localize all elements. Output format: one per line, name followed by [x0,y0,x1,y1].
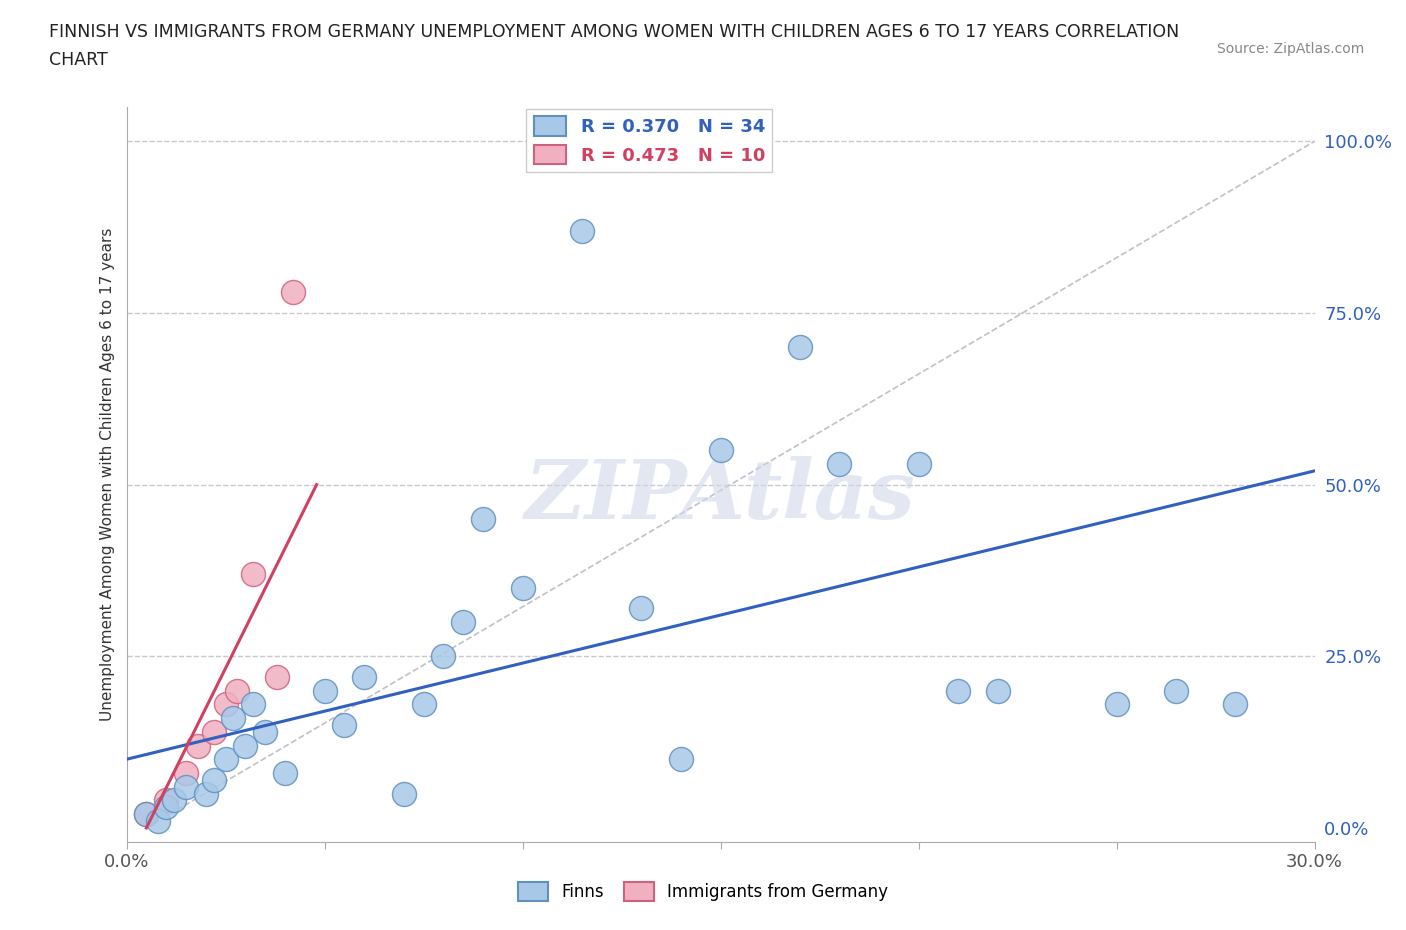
Point [1105,697,1128,711]
Point [202,773,225,788]
Point [451,615,474,630]
Point [432,649,454,664]
Point [214,697,236,711]
Point [148,814,170,829]
Point [630,601,652,616]
Legend: Finns, Immigrants from Germany: Finns, Immigrants from Germany [512,876,894,908]
Point [1225,697,1247,711]
Point [789,339,811,354]
Point [392,786,415,801]
Point [314,684,336,698]
Point [828,457,851,472]
Text: ZIPAtlas: ZIPAtlas [524,457,917,537]
Point [163,793,186,808]
Point [226,684,249,698]
Point [155,800,177,815]
Point [1164,684,1187,698]
Point [155,793,177,808]
Text: Source: ZipAtlas.com: Source: ZipAtlas.com [1216,42,1364,56]
Point [194,786,217,801]
Point [202,724,225,739]
Legend: R = 0.370   N = 34, R = 0.473   N = 10: R = 0.370 N = 34, R = 0.473 N = 10 [526,109,772,172]
Point [353,670,375,684]
Point [174,779,197,794]
Point [907,457,929,472]
Point [135,806,157,821]
Point [174,765,197,780]
Point [233,738,257,753]
Point [254,724,277,739]
Point [472,512,495,526]
Point [242,697,264,711]
Point [281,285,304,299]
Point [135,806,157,821]
Y-axis label: Unemployment Among Women with Children Ages 6 to 17 years: Unemployment Among Women with Children A… [100,228,115,721]
Point [948,684,970,698]
Point [512,580,534,595]
Point [987,684,1010,698]
Text: CHART: CHART [49,51,108,69]
Point [274,765,297,780]
Point [266,670,288,684]
Point [571,223,593,238]
Point [412,697,434,711]
Point [214,751,236,766]
Point [333,717,356,732]
Point [242,566,264,581]
Point [710,443,733,458]
Text: FINNISH VS IMMIGRANTS FROM GERMANY UNEMPLOYMENT AMONG WOMEN WITH CHILDREN AGES 6: FINNISH VS IMMIGRANTS FROM GERMANY UNEMP… [49,23,1180,41]
Point [669,751,692,766]
Point [187,738,209,753]
Point [222,711,245,725]
